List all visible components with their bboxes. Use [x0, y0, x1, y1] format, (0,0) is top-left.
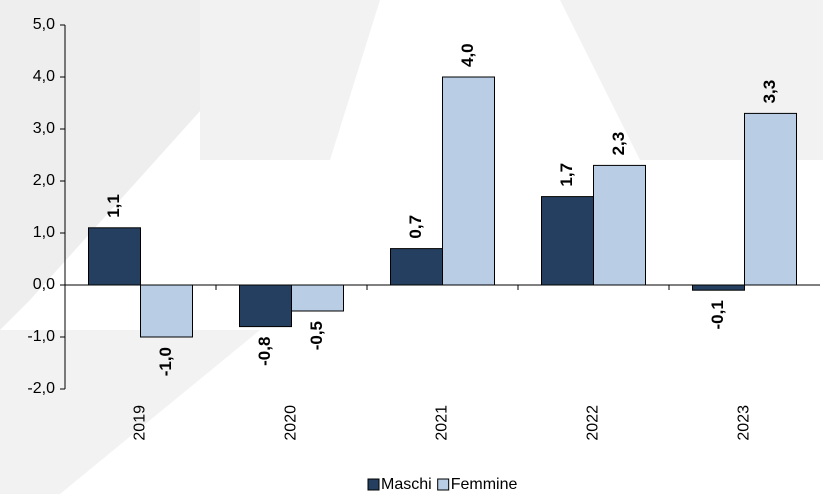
x-tick-label: 2023 — [736, 405, 753, 441]
value-label: 4,0 — [458, 43, 477, 67]
x-tick-label: 2022 — [585, 405, 602, 441]
legend-swatch — [367, 478, 380, 491]
value-label: 0,7 — [406, 215, 425, 239]
value-label: -0,5 — [307, 321, 326, 350]
watermark — [200, 0, 380, 160]
watermark — [0, 330, 260, 494]
y-tick-label: 4,0 — [33, 68, 55, 85]
y-tick-label: 0,0 — [33, 276, 55, 293]
y-tick-label: 3,0 — [33, 120, 55, 137]
value-label: 3,3 — [760, 80, 779, 104]
value-label: 1,1 — [104, 194, 123, 218]
y-tick-label: -2,0 — [27, 380, 55, 397]
y-tick-label: -1,0 — [27, 328, 55, 345]
bar — [442, 76, 495, 286]
bar — [541, 196, 594, 286]
legend-label: Maschi — [381, 476, 432, 493]
value-label: -0,8 — [255, 337, 274, 366]
value-label: -0,1 — [708, 300, 727, 329]
value-label: 2,3 — [609, 132, 628, 156]
bar — [390, 248, 443, 286]
bar — [291, 284, 344, 312]
value-label: 1,7 — [557, 163, 576, 187]
bar — [593, 164, 646, 286]
y-tick-label: 1,0 — [33, 224, 55, 241]
x-tick-label: 2021 — [434, 405, 451, 441]
value-label: -1,0 — [156, 347, 175, 376]
bar — [692, 284, 745, 291]
x-tick-label: 2020 — [283, 405, 300, 441]
y-tick-label: 2,0 — [33, 172, 55, 189]
bar — [88, 227, 141, 286]
y-tick-label: 5,0 — [33, 16, 55, 33]
bar — [239, 284, 292, 328]
bar — [140, 284, 193, 338]
bar — [744, 112, 797, 286]
x-tick-label: 2019 — [132, 405, 149, 441]
legend-label: Femmine — [451, 476, 518, 493]
legend-swatch — [437, 478, 450, 491]
